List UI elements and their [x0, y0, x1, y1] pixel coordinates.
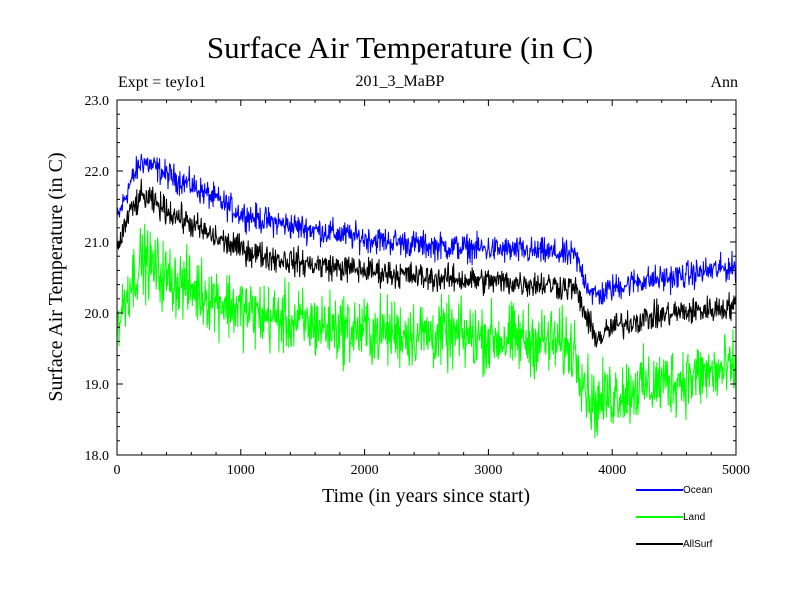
y-tick-label: 19.0 [85, 378, 110, 393]
x-axis-label: Time (in years since start) [322, 485, 530, 507]
x-tick-label: 3000 [474, 463, 502, 478]
x-tick-label: 0 [114, 463, 121, 478]
series-line-land [116, 223, 737, 439]
legend-label-ocean: Ocean [683, 485, 712, 496]
legend-label-allsurf: AllSurf [683, 539, 713, 550]
x-tick-label: 1000 [227, 463, 255, 478]
run-label: 201_3_MaBP [355, 73, 445, 90]
y-axis-label: Surface Air Temperature (in C) [45, 152, 67, 401]
y-tick-label: 23.0 [85, 94, 110, 109]
legend-label-land: Land [683, 512, 705, 523]
legend: Ocean Land AllSurf [636, 485, 713, 550]
experiment-label: Expt = teyIo1 [118, 74, 207, 91]
y-tick-label: 20.0 [85, 307, 110, 322]
x-tick-label: 5000 [722, 463, 750, 478]
axis-ticks: 0 1000 2000 3000 4000 5000 18.0 19.0 20.0 21.0 22.… [85, 94, 751, 478]
y-tick-label: 21.0 [85, 236, 110, 251]
plot-frame [116, 99, 737, 456]
series-line-allsurf [116, 178, 737, 348]
y-tick-label: 22.0 [85, 165, 110, 180]
x-tick-label: 2000 [351, 463, 379, 478]
series-layer [116, 153, 737, 439]
x-tick-label: 4000 [598, 463, 626, 478]
y-tick-label: 18.0 [85, 449, 110, 464]
season-label: Ann [710, 74, 738, 91]
chart-title: Surface Air Temperature (in C) [206, 30, 594, 65]
series-line-ocean [116, 153, 737, 305]
